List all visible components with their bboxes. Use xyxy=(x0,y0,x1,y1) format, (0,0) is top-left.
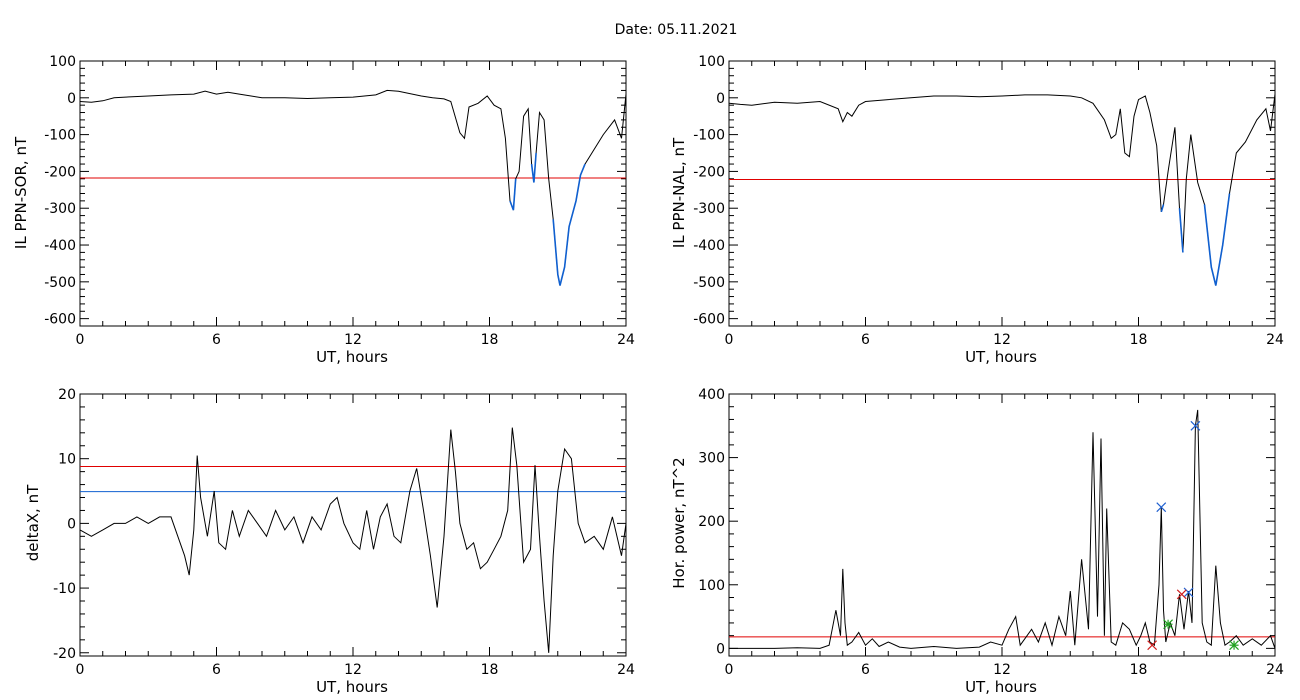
x-tick-label: 24 xyxy=(617,332,635,348)
y-axis-label: IL PPN-SOR, nT xyxy=(12,136,30,249)
highlight-line xyxy=(1178,208,1184,253)
x-tick-label: 6 xyxy=(212,332,221,348)
y-tick-label: 0 xyxy=(67,91,76,107)
panel-deltax: 0 6 12 18 24 20 10 0 -10 -20 UT, hours deltaX, nT xyxy=(24,387,635,696)
panel-il-ppn-sor: 0 6 12 18 24 100 0 -100 -200 -300 -400 -500 -600 UT,… xyxy=(12,54,635,366)
y-axis-label: deltaX, nT xyxy=(24,484,42,561)
highlight-line xyxy=(530,152,537,183)
x-axis-label: UT, hours xyxy=(965,678,1037,696)
marker xyxy=(1156,502,1167,513)
x-tick-label: 24 xyxy=(1266,332,1284,348)
highlight-line xyxy=(552,163,586,286)
x-tick-label: 12 xyxy=(344,332,362,348)
marker-stroke xyxy=(1183,587,1194,598)
marker-stroke xyxy=(1156,502,1167,513)
x-tick-label: 24 xyxy=(617,662,635,678)
y-tick-label: 0 xyxy=(716,641,725,657)
y-tick-label: 100 xyxy=(698,54,725,70)
panel-il-ppn-nal: 0 6 12 18 24 100 0 -100 -200 -300 -400 -500 -600 UT,… xyxy=(670,54,1284,366)
x-tick-label: 6 xyxy=(861,662,870,678)
data-line xyxy=(80,427,626,653)
plot-frame xyxy=(728,393,1276,657)
plot-content xyxy=(80,89,626,286)
x-axis-label: UT, hours xyxy=(316,678,388,696)
y-tick-label: 10 xyxy=(58,452,76,468)
y-tick-label: -500 xyxy=(693,275,725,291)
plot-frame xyxy=(728,60,1276,327)
y-axis-label: IL PPN-NAL, nT xyxy=(670,137,688,248)
marker xyxy=(1176,589,1187,600)
x-tick-label: 18 xyxy=(1130,662,1148,678)
x-tick-label: 0 xyxy=(76,332,85,348)
marker xyxy=(1163,619,1173,630)
x-axis-label: UT, hours xyxy=(965,348,1037,366)
marker xyxy=(1147,640,1158,651)
y-tick-label: -300 xyxy=(693,201,725,217)
highlight-line xyxy=(509,178,517,211)
x-axis-label: UT, hours xyxy=(316,348,388,366)
x-tick-label: 18 xyxy=(481,332,499,348)
y-tick-label: -500 xyxy=(44,275,76,291)
data-line xyxy=(80,89,626,286)
x-tick-label: 18 xyxy=(481,662,499,678)
x-tick-label: 0 xyxy=(725,662,734,678)
y-axis-label: Hor. power, nT^2 xyxy=(670,457,688,588)
data-line xyxy=(729,409,1275,649)
plot-area-il-ppn-sor: 0 6 12 18 24 100 0 -100 -200 -300 -400 -500 -600 xyxy=(44,54,635,348)
marker-stroke xyxy=(1190,420,1201,431)
highlight-line xyxy=(1203,193,1231,286)
plot-frame xyxy=(79,393,627,657)
y-tick-label: -400 xyxy=(693,238,725,254)
x-tick-label: 24 xyxy=(1266,662,1284,678)
y-tick-label: 400 xyxy=(698,387,725,403)
y-tick-label: -100 xyxy=(44,128,76,144)
y-tick-label: -200 xyxy=(44,164,76,180)
y-tick-label: 20 xyxy=(58,387,76,403)
y-tick-label: 200 xyxy=(698,514,725,530)
y-tick-label: -600 xyxy=(44,312,76,328)
marker xyxy=(1229,640,1239,651)
figure-title: Date: 05.11.2021 xyxy=(615,22,738,38)
x-tick-label: 6 xyxy=(861,332,870,348)
plot-content xyxy=(80,427,626,653)
x-tick-label: 0 xyxy=(725,332,734,348)
y-tick-label: -200 xyxy=(693,164,725,180)
y-tick-label: 300 xyxy=(698,451,725,467)
y-tick-label: 100 xyxy=(49,54,76,70)
data-line xyxy=(729,94,1275,286)
plot-content xyxy=(729,94,1275,286)
x-tick-label: 12 xyxy=(344,662,362,678)
y-tick-label: -400 xyxy=(44,238,76,254)
plot-area-deltax: 0 6 12 18 24 20 10 0 -10 -20 xyxy=(53,387,635,678)
y-tick-label: -100 xyxy=(693,128,725,144)
marker xyxy=(1190,420,1201,431)
highlight-line xyxy=(1160,204,1165,213)
plot-area-il-ppn-nal: 0 6 12 18 24 100 0 -100 -200 -300 -400 -500 -600 xyxy=(693,54,1284,348)
y-tick-label: -20 xyxy=(53,646,76,662)
plot-frame xyxy=(79,60,627,327)
marker xyxy=(1183,587,1194,598)
y-tick-label: -600 xyxy=(693,312,725,328)
x-tick-label: 0 xyxy=(76,662,85,678)
x-tick-label: 6 xyxy=(212,662,221,678)
x-tick-label: 12 xyxy=(993,332,1011,348)
y-tick-label: 0 xyxy=(67,516,76,532)
marker-stroke xyxy=(1176,589,1187,600)
y-tick-label: 0 xyxy=(716,91,725,107)
y-tick-label: -300 xyxy=(44,201,76,217)
plot-content xyxy=(729,409,1275,651)
x-tick-label: 18 xyxy=(1130,332,1148,348)
y-tick-label: -10 xyxy=(53,581,76,597)
marker-stroke xyxy=(1147,640,1158,651)
panel-hor-power: 0 6 12 18 24 400 300 200 100 0 UT, hours Hor. pow… xyxy=(670,387,1284,696)
plot-area-hor-power: 0 6 12 18 24 400 300 200 100 0 xyxy=(698,387,1284,678)
x-tick-label: 12 xyxy=(993,662,1011,678)
y-tick-label: 100 xyxy=(698,578,725,594)
